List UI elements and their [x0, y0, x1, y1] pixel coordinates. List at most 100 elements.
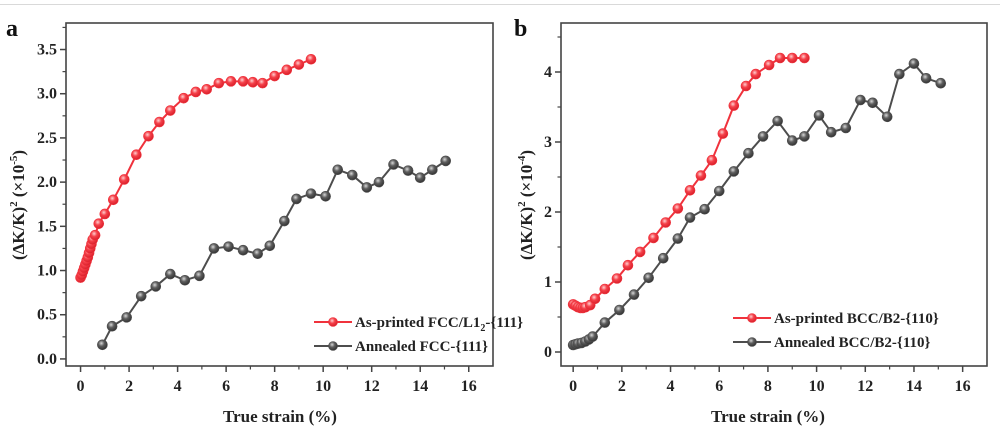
data-point [643, 272, 654, 284]
x-tick-label: 4 [667, 378, 675, 395]
data-point [93, 218, 105, 229]
y-tick-label: 2.5 [37, 130, 57, 147]
series-annealed [97, 155, 451, 351]
data-point [194, 270, 205, 282]
data-point [269, 70, 280, 82]
data-point [894, 68, 905, 80]
data-point [699, 203, 710, 215]
data-point [165, 105, 176, 116]
data-point [150, 281, 162, 292]
data-point [237, 244, 249, 256]
y-tick-label: 0.0 [37, 351, 57, 368]
data-point [213, 77, 225, 89]
data-point [599, 317, 611, 328]
y-axis-title-power: 2 [516, 201, 528, 207]
x-tick-label: 4 [174, 378, 182, 395]
data-point [774, 52, 786, 64]
data-point [143, 130, 154, 142]
data-point [89, 229, 101, 241]
data-point [840, 122, 852, 134]
y-tick-label: 1.5 [37, 218, 57, 235]
data-point [684, 185, 696, 196]
data-point [118, 174, 130, 185]
data-point [743, 147, 754, 159]
y-axis-title-close: ) [517, 150, 536, 156]
data-point [825, 126, 837, 138]
y-tick-label: 0.5 [37, 307, 57, 324]
data-point [713, 185, 725, 197]
x-tick-label: 16 [461, 378, 477, 395]
data-point [589, 293, 601, 305]
plot-frame [560, 22, 988, 367]
data-point [867, 97, 878, 109]
data-point [634, 246, 646, 258]
data-point [740, 80, 752, 92]
data-point [908, 58, 920, 69]
data-point [279, 215, 290, 227]
y-axis-title-base: (ΔK/K) [9, 207, 28, 260]
x-axis-title: True strain (%) [223, 407, 337, 426]
legend: As-printed BCC/B2-{110} Annealed BCC/B2-{… [733, 311, 939, 351]
legend-entry: Annealed FCC-{111} [314, 339, 488, 355]
y-tick-label: 3.5 [37, 42, 57, 59]
series-as-printed [75, 53, 317, 283]
data-point [427, 164, 438, 176]
x-axis-title: True strain (%) [711, 407, 825, 426]
y-axis-title: (ΔK/K)2 (×10-5) [8, 150, 28, 260]
data-point [414, 172, 426, 184]
series-line [572, 62, 942, 346]
data-point [402, 165, 414, 176]
data-point [252, 248, 263, 260]
x-tick-label: 16 [955, 378, 971, 395]
x-tick-label: 8 [271, 378, 279, 395]
legend-entry: As-printed BCC/B2-{110} [733, 311, 939, 327]
legend-marker [747, 337, 757, 347]
data-point [97, 339, 108, 351]
data-point [121, 312, 132, 323]
data-point [293, 59, 305, 70]
data-point [717, 128, 729, 139]
data-point [786, 135, 798, 146]
data-point [622, 259, 634, 271]
data-point [178, 92, 189, 104]
x-tick-label: 12 [364, 378, 380, 395]
legend-marker [747, 313, 757, 323]
x-tick-label: 14 [906, 378, 922, 395]
plot-area [75, 53, 451, 351]
legend-entry: Annealed BCC/B2-{110} [733, 335, 931, 351]
y-tick-label: 2 [544, 204, 552, 221]
y-axis-title-scale-exp: -4 [516, 155, 528, 165]
x-tick-label: 8 [764, 378, 772, 395]
series-as-printed [567, 52, 810, 314]
series-annealed [567, 58, 947, 351]
y-axis-title-scale: (×10 [517, 165, 536, 197]
data-point [614, 304, 625, 316]
data-point [587, 331, 598, 342]
plot-frame [65, 22, 494, 367]
legend-label: As-printed FCC/L12-{111} [355, 315, 523, 334]
legend-marker [328, 317, 338, 327]
data-point [346, 169, 358, 181]
axes: 0 2 4 6 8 10 12 14 16 0.0 0.5 1.0 1.5 2.0 2.5 3.0 3.5 [37, 22, 494, 395]
data-point [154, 116, 165, 128]
data-point [108, 194, 119, 206]
data-point [305, 53, 317, 65]
data-point [920, 73, 932, 84]
y-tick-label: 3 [544, 134, 552, 151]
y-tick-label: 2.0 [37, 174, 57, 191]
legend-entry: As-printed FCC/L12-{111} [314, 315, 523, 334]
data-point [201, 84, 213, 95]
y-axis-title-scale: (×10 [9, 165, 28, 197]
data-point [281, 64, 293, 76]
data-point [772, 115, 783, 127]
data-point [106, 320, 118, 332]
data-point [799, 52, 810, 64]
legend-label: As-printed BCC/B2-{110} [774, 311, 939, 327]
data-point [305, 188, 317, 199]
data-point [799, 131, 810, 142]
x-tick-label: 12 [857, 378, 873, 395]
data-point [599, 283, 611, 295]
data-point [373, 176, 385, 188]
